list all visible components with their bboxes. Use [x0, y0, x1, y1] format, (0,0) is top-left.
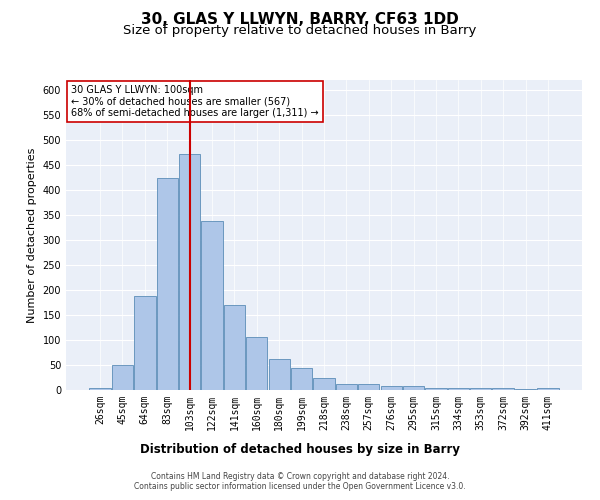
Text: 30, GLAS Y LLWYN, BARRY, CF63 1DD: 30, GLAS Y LLWYN, BARRY, CF63 1DD: [141, 12, 459, 28]
Bar: [470, 388, 491, 390]
Text: Size of property relative to detached houses in Barry: Size of property relative to detached ho…: [124, 24, 476, 37]
Text: Distribution of detached houses by size in Barry: Distribution of detached houses by size …: [140, 442, 460, 456]
Bar: [224, 305, 245, 390]
Bar: [515, 388, 536, 390]
Bar: [313, 378, 335, 390]
Bar: [336, 384, 357, 390]
Text: Contains public sector information licensed under the Open Government Licence v3: Contains public sector information licen…: [134, 482, 466, 491]
Bar: [380, 386, 402, 390]
Bar: [202, 221, 223, 390]
Bar: [157, 178, 178, 390]
Text: 30 GLAS Y LLWYN: 100sqm
← 30% of detached houses are smaller (567)
68% of semi-d: 30 GLAS Y LLWYN: 100sqm ← 30% of detache…: [71, 84, 319, 118]
Bar: [425, 388, 446, 390]
Bar: [112, 365, 133, 390]
Bar: [448, 388, 469, 390]
Bar: [246, 336, 268, 390]
Y-axis label: Number of detached properties: Number of detached properties: [27, 148, 37, 322]
Bar: [89, 388, 111, 390]
Text: Contains HM Land Registry data © Crown copyright and database right 2024.: Contains HM Land Registry data © Crown c…: [151, 472, 449, 481]
Bar: [179, 154, 200, 390]
Bar: [403, 386, 424, 390]
Bar: [493, 388, 514, 390]
Bar: [291, 368, 312, 390]
Bar: [134, 296, 155, 390]
Bar: [537, 388, 559, 390]
Bar: [269, 359, 290, 390]
Bar: [358, 384, 379, 390]
